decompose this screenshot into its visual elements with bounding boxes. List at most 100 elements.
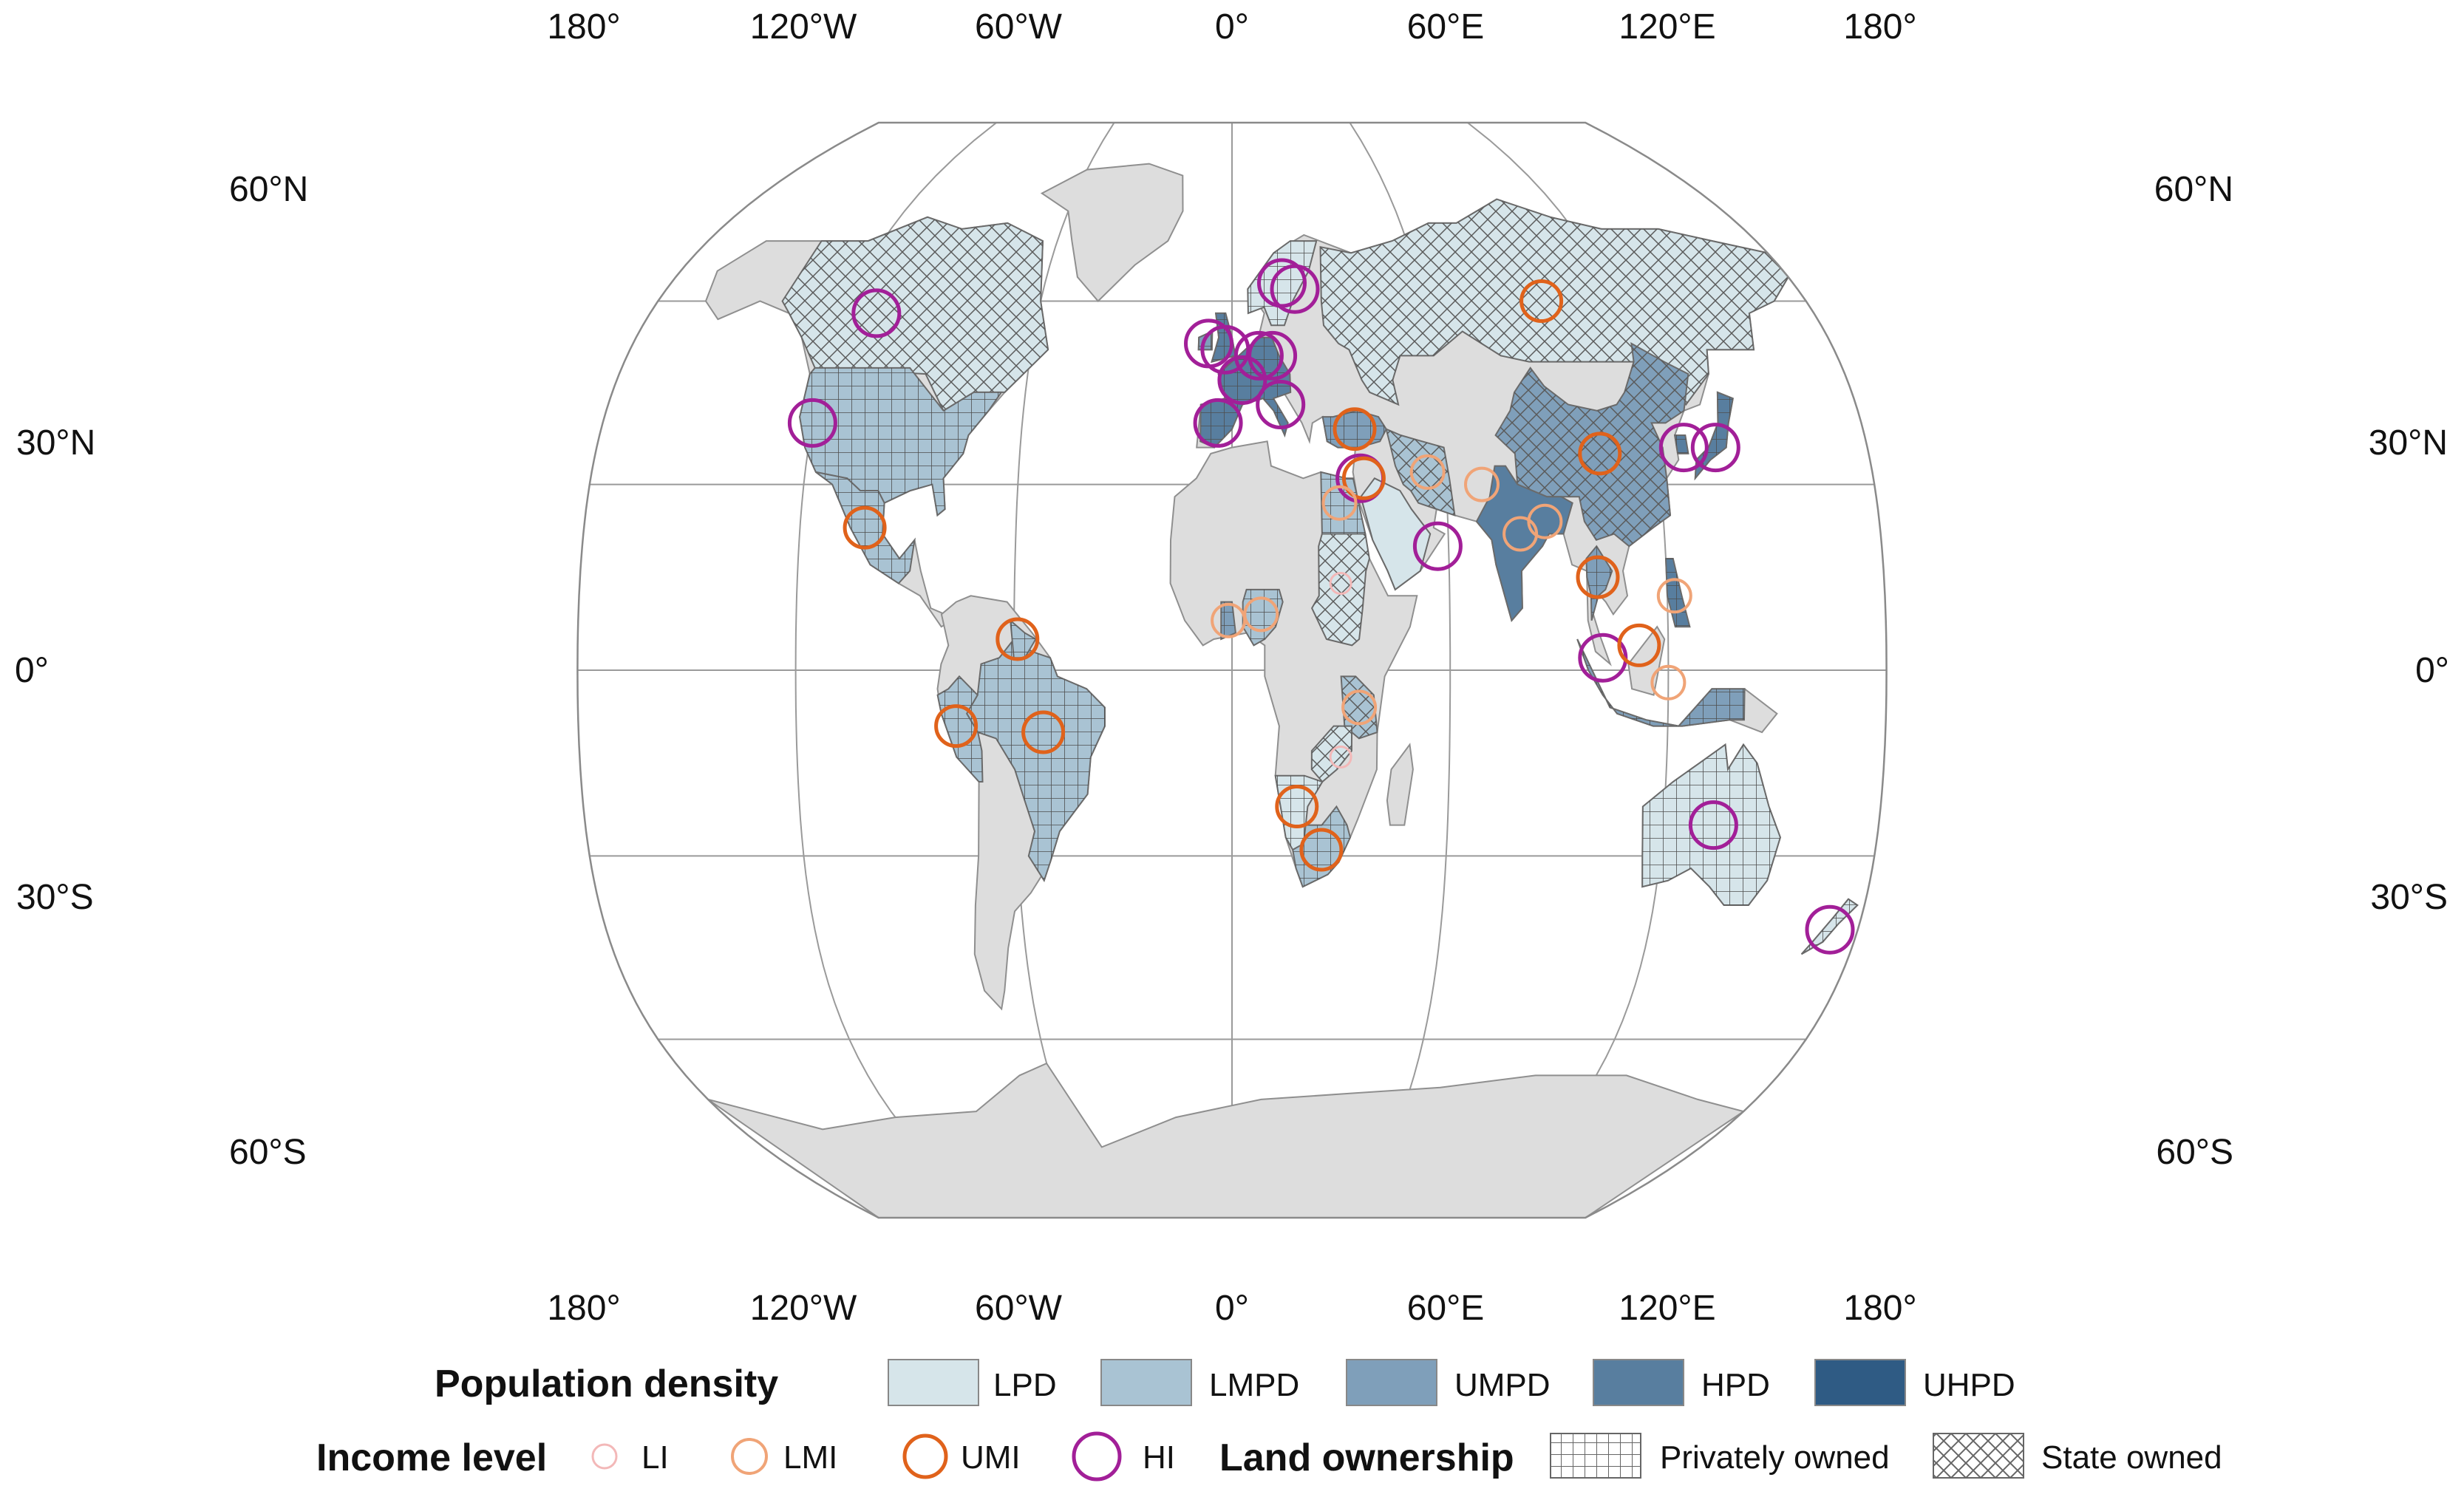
legend-ownership-title: Land ownership (1219, 1436, 1514, 1479)
lmi-symbol (731, 1438, 768, 1475)
umi-income-marker (1341, 456, 1386, 500)
right-lat-label: 30°N (2369, 423, 2448, 463)
lmi-income-marker (1527, 503, 1563, 539)
left-lat-label: 0° (15, 651, 49, 690)
uhpd-label: UHPD (1923, 1367, 2015, 1403)
madagascar-landmass (1386, 743, 1414, 826)
top-lon-label: 0° (1215, 7, 1249, 47)
indonesia-landmass (1576, 638, 1778, 734)
umi-income-marker (1617, 623, 1661, 667)
top-lon-label: 180° (1843, 7, 1916, 47)
legend-income-level: Income level LI LMI UMI HI (316, 1431, 1175, 1482)
hpd-label: HPD (1701, 1367, 1770, 1403)
brazil-ownership-hatch (967, 639, 1105, 881)
legend-income-title: Income level (316, 1436, 547, 1479)
state-owned-label: State owned (2041, 1439, 2222, 1476)
right-lat-label: 60°S (2156, 1133, 2233, 1172)
guiana-ownership-hatch (1010, 620, 1036, 658)
umi-income-marker (934, 704, 979, 749)
legend-density-title: Population density (435, 1363, 778, 1405)
state-owned-swatch (1933, 1433, 2024, 1479)
saudi-country (1360, 477, 1432, 591)
umi-income-marker (1519, 279, 1564, 323)
south-korea-ownership-hatch (1675, 435, 1689, 454)
lmpd-swatch (1100, 1359, 1192, 1406)
umi-income-marker (1333, 407, 1377, 451)
hi-income-marker (787, 398, 837, 448)
tanzania-ownership-hatch (1341, 676, 1378, 739)
united-states-ownership-hatch (800, 367, 1001, 516)
lmi-income-marker (1650, 664, 1687, 700)
right-lat-label: 0° (2415, 651, 2449, 690)
borneo-landmass (1627, 625, 1666, 696)
left-lat-label: 30°N (16, 423, 95, 463)
lmpd-label: LMPD (1209, 1367, 1299, 1403)
bottom-longitude-labels: 180° 120°W 60°W 0° 60°E 120°E 180° (547, 1289, 1916, 1328)
western-europe-ownership-hatch (1200, 337, 1291, 448)
globe-edge-path (576, 121, 1888, 1219)
bottom-lon-label: 180° (1843, 1289, 1916, 1328)
lmi-income-marker (1409, 454, 1446, 490)
privately-owned-label: Privately owned (1660, 1439, 1890, 1476)
umi-income-marker (1299, 828, 1344, 872)
hi-income-marker (1658, 423, 1709, 473)
hi-income-marker (1217, 355, 1267, 405)
top-lon-label: 120°W (750, 7, 857, 47)
umpd-label: UMPD (1454, 1367, 1551, 1403)
legend-land-ownership: Land ownership Privately owned State own… (1219, 1433, 2222, 1479)
top-lon-label: 60°E (1407, 7, 1485, 47)
peru-ownership-hatch (937, 676, 983, 782)
umi-income-marker (843, 505, 887, 550)
hi-symbol (1072, 1431, 1122, 1482)
antarctica-landmass (707, 1062, 1746, 1218)
bottom-lon-label: 180° (547, 1289, 620, 1328)
li-income-marker (1329, 572, 1352, 595)
bottom-lon-label: 60°W (975, 1289, 1063, 1328)
bottom-lon-label: 0° (1215, 1289, 1249, 1328)
canada-ownership-hatch (782, 217, 1049, 411)
philippines-ownership-hatch (1666, 559, 1690, 627)
left-lat-label: 60°S (229, 1133, 307, 1172)
hpd-swatch (1593, 1359, 1684, 1406)
lpd-swatch (888, 1359, 979, 1406)
australia-ownership-hatch (1642, 744, 1780, 905)
privately-owned-swatch (1550, 1433, 1641, 1479)
hi-income-marker (1688, 800, 1738, 850)
hi-income-marker (1248, 330, 1298, 381)
hi-income-marker (1805, 904, 1855, 955)
uhpd-swatch (1814, 1359, 1906, 1406)
top-lon-label: 180° (547, 7, 620, 47)
umi-label: UMI (961, 1439, 1021, 1476)
umi-income-marker (996, 617, 1040, 661)
legend-population-density: Population density LPD LMPD UMPD HPD UHP… (435, 1359, 2015, 1406)
left-lat-label: 60°N (229, 170, 308, 209)
hi-income-marker (1270, 264, 1320, 314)
top-lon-label: 120°E (1619, 7, 1715, 47)
south-africa-ownership-hatch (1293, 806, 1350, 887)
china-ownership-hatch (1495, 343, 1689, 547)
hi-income-marker (1184, 318, 1233, 369)
greenland-landmass (1040, 163, 1184, 302)
left-lat-label: 30°S (16, 878, 94, 917)
lmi-income-marker (1321, 485, 1358, 521)
hi-income-marker (1233, 330, 1284, 381)
hi-income-marker (1193, 398, 1243, 448)
lmi-income-marker (1656, 578, 1692, 614)
left-latitude-labels: 60°N 30°N 0° 30°S 60°S (15, 170, 308, 1172)
sudan-ownership-hatch (1312, 533, 1369, 646)
indonesia-ownership-hatch (1577, 639, 1745, 726)
umi-income-marker (1021, 710, 1066, 754)
right-lat-label: 60°N (2154, 170, 2233, 209)
hi-income-marker (1412, 521, 1463, 571)
bottom-lon-label: 120°W (750, 1289, 857, 1328)
lmi-income-marker (1341, 689, 1378, 726)
hi-income-marker (1690, 423, 1740, 473)
umi-income-marker (1275, 785, 1319, 828)
umi-symbol (902, 1433, 948, 1479)
russia-ownership-hatch (1320, 199, 1789, 405)
top-lon-label: 60°W (975, 7, 1063, 47)
hi-income-marker (851, 288, 902, 338)
lpd-label: LPD (993, 1367, 1057, 1403)
umi-income-marker (1578, 432, 1622, 476)
